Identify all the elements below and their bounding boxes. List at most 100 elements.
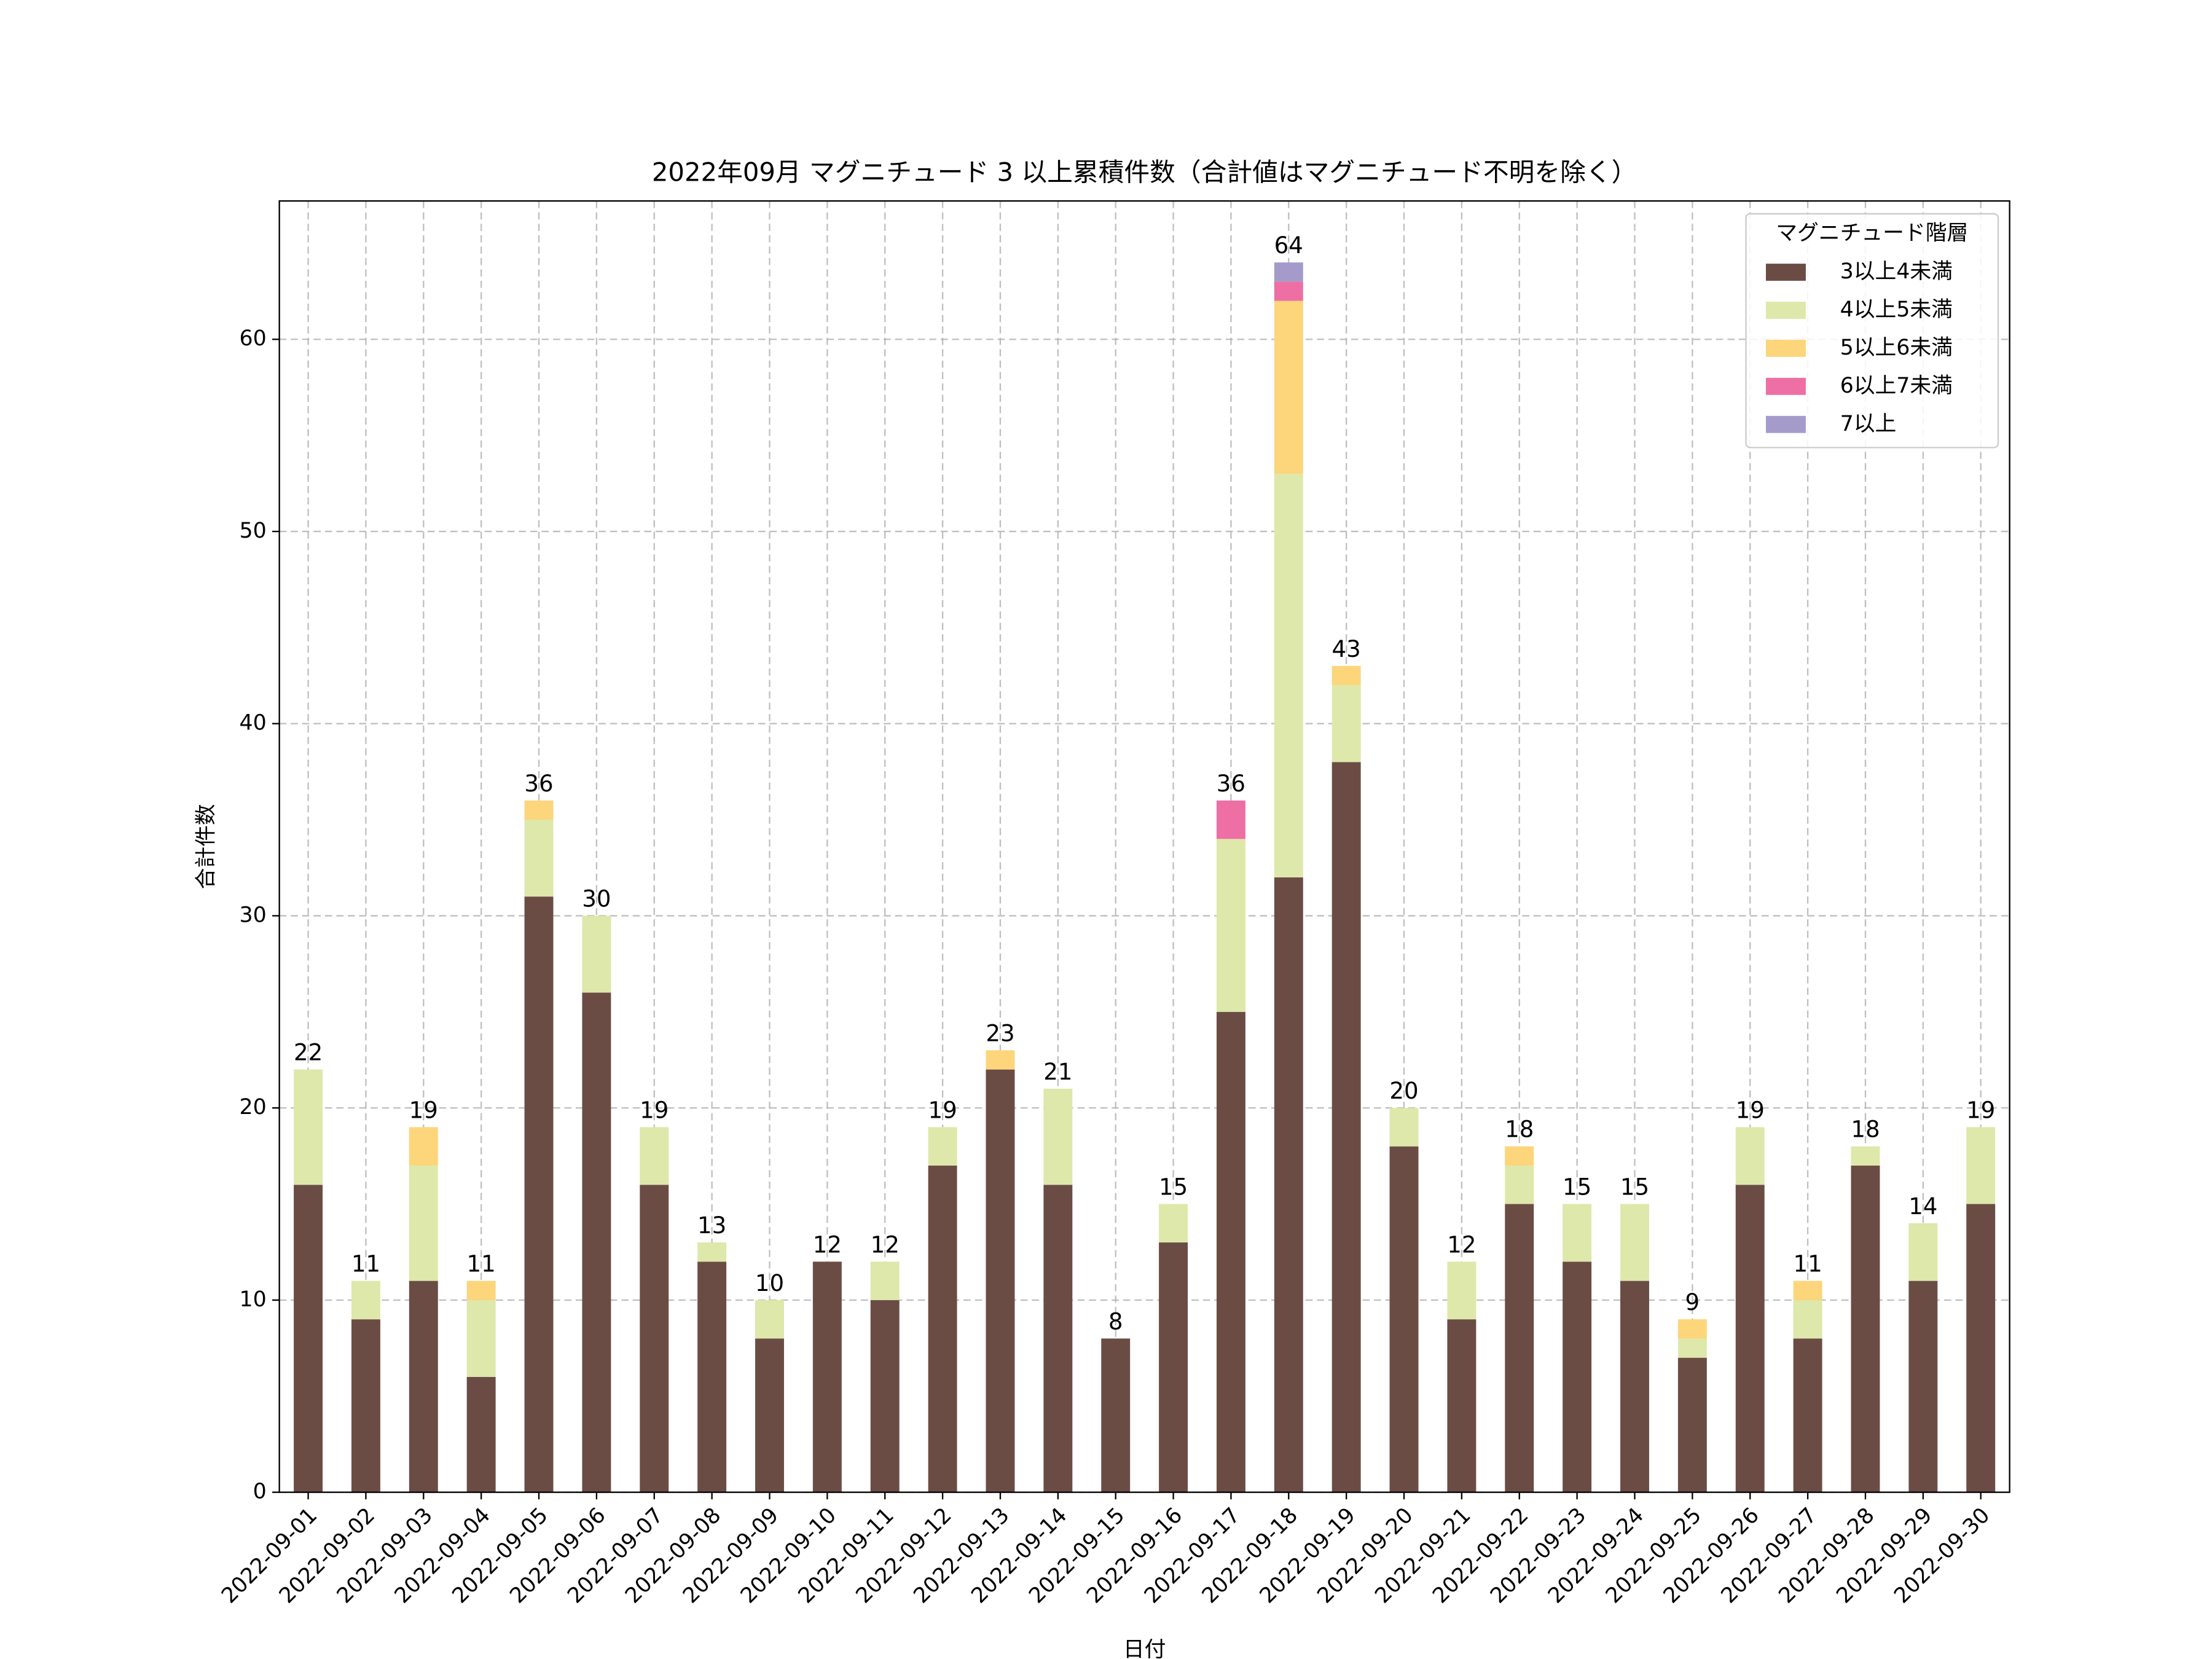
bar-segment [466,1376,496,1492]
total-label: 21 [1043,1059,1072,1085]
total-label: 20 [1389,1078,1418,1104]
bar-segment [1389,1146,1419,1492]
bar-segment [1966,1204,1996,1492]
bar-segment [1908,1281,1938,1492]
bar-segment [1563,1261,1592,1492]
total-label: 19 [928,1097,957,1123]
total-label: 19 [1736,1097,1765,1123]
bar-segment [928,1127,957,1166]
bar-segment [1505,1146,1534,1166]
total-label: 18 [1505,1116,1534,1143]
bar-segment [1389,1108,1419,1147]
bar-segment [928,1165,957,1492]
y-tick-label: 10 [239,1287,266,1312]
legend-label: 7以上 [1840,412,1897,436]
bar-segment [466,1300,496,1377]
x-axis-label: 日付 [1123,1637,1166,1659]
total-label: 36 [524,771,553,797]
bar-segment [1332,762,1361,1492]
total-label: 11 [467,1251,496,1277]
y-tick-label: 20 [239,1095,266,1120]
bar-segment [1159,1204,1188,1243]
total-label: 19 [640,1097,669,1123]
total-label: 14 [1908,1193,1937,1220]
bar-segment [640,1185,669,1492]
bar-segment [1159,1242,1188,1492]
legend-label: 3以上4未満 [1840,259,1953,284]
total-label: 64 [1274,232,1303,259]
bar-segment [1216,800,1245,839]
legend-swatch [1765,377,1806,395]
bar-segment [1677,1319,1707,1339]
bar-segment [1677,1338,1707,1358]
bar-segment [1332,685,1361,763]
bar-segment [1735,1127,1765,1185]
bar-segment [1332,665,1361,686]
bar-segment [870,1300,900,1492]
total-label: 43 [1332,636,1361,662]
bar-segment [1563,1204,1592,1262]
y-tick-label: 0 [253,1480,267,1504]
chart-title: 2022年09月 マグニチュード 3 以上累積件数（合計値はマグニチュード不明を… [652,157,1637,187]
bar-segment [1908,1223,1938,1281]
bar-segment [1505,1165,1534,1204]
bar-segment [524,800,554,820]
total-label: 8 [1108,1308,1123,1335]
legend-box [1745,213,1999,449]
bar-segment [1216,839,1245,1012]
legend-label: 6以上7未満 [1840,374,1953,398]
bar-segment [524,820,554,897]
total-label: 13 [697,1212,726,1239]
bar-segment [1447,1261,1477,1320]
bar-segment [409,1281,438,1492]
bar-segment [351,1281,380,1320]
bar-segment [1851,1146,1880,1166]
bar-segment [409,1127,438,1166]
bar-segment [1793,1300,1822,1339]
bar-segment [1216,1011,1245,1492]
bar-segment [1620,1281,1649,1492]
bar-segment [697,1261,727,1492]
y-tick-label: 30 [239,903,266,927]
y-tick-label: 40 [239,711,266,735]
total-label: 19 [1966,1097,1995,1123]
bar-segment [1101,1338,1131,1492]
bar-segment [1274,474,1303,877]
bar-segment [1793,1281,1822,1300]
total-label: 30 [582,885,611,912]
legend-swatch [1765,415,1806,433]
total-label: 19 [409,1097,438,1123]
bar-segment [1620,1204,1649,1281]
total-label: 18 [1851,1116,1880,1143]
legend-label: 5以上6未満 [1840,335,1953,360]
bar-segment [1274,877,1303,1492]
bar-segment [1735,1185,1765,1492]
bar-segment [294,1185,323,1492]
bar-segment [640,1127,669,1185]
bar-segment [986,1069,1015,1492]
bar-segment [294,1069,323,1185]
bar-segment [1043,1088,1073,1185]
bar-segment [1043,1185,1073,1492]
bar-segment [697,1242,727,1262]
y-tick-label: 50 [239,519,266,543]
total-label: 11 [351,1251,380,1277]
bar-segment [986,1050,1015,1070]
bar-segment [812,1261,842,1492]
bar-segment [1677,1357,1707,1492]
legend-label: 4以上5未満 [1840,297,1953,322]
total-label: 15 [1563,1174,1591,1200]
total-label: 9 [1685,1289,1700,1316]
bar-segment [1793,1338,1822,1492]
bar-segment [466,1281,496,1300]
bar-segment [755,1300,784,1339]
total-label: 12 [813,1231,842,1258]
bar-segment [1966,1127,1996,1204]
plot-frame [278,200,2010,1493]
bar-segment [351,1319,380,1492]
total-label: 11 [1793,1251,1822,1277]
bar-segment [1505,1204,1534,1492]
total-label: 22 [294,1040,323,1066]
y-axis-label: 合計件数 [194,804,218,889]
